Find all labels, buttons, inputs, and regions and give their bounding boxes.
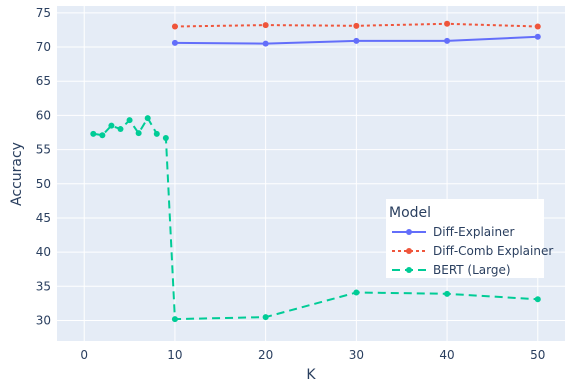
- x-tick-label: 20: [258, 348, 273, 362]
- series-2: [90, 115, 541, 323]
- data-point: [171, 316, 178, 323]
- y-tick-label: 30: [36, 313, 51, 327]
- data-point: [99, 132, 106, 139]
- data-point: [171, 23, 178, 30]
- legend-label: BERT (Large): [433, 263, 511, 277]
- data-point: [444, 37, 451, 44]
- data-point: [444, 290, 451, 297]
- data-point: [153, 130, 160, 137]
- data-point: [144, 115, 151, 122]
- y-axis-ticks: 30 35 40 45 50 55 60 65 70 75: [36, 6, 51, 328]
- data-point: [108, 122, 115, 129]
- legend-swatch-marker: [406, 229, 412, 235]
- data-point: [117, 126, 124, 133]
- y-tick-label: 65: [36, 74, 51, 88]
- data-point: [444, 20, 451, 27]
- series-lines: [90, 20, 541, 323]
- y-tick-label: 35: [36, 279, 51, 293]
- legend-swatch-marker: [406, 267, 412, 273]
- y-axis-title: Accuracy: [9, 142, 25, 206]
- legend-box: [386, 199, 544, 278]
- y-tick-label: 75: [36, 6, 51, 20]
- data-point: [534, 33, 541, 40]
- x-tick-label: 10: [167, 348, 182, 362]
- legend-label: Diff-Comb Explainer: [433, 244, 553, 258]
- y-tick-label: 60: [36, 108, 51, 122]
- data-point: [353, 22, 360, 29]
- legend-label: Diff-Explainer: [433, 225, 514, 239]
- legend: Model Diff-Explainer Diff-Comb Explainer B…: [386, 199, 553, 278]
- data-point: [171, 39, 178, 46]
- data-point: [534, 23, 541, 30]
- y-tick-label: 50: [36, 177, 51, 191]
- data-point: [90, 130, 97, 137]
- data-point: [534, 296, 541, 303]
- legend-item: Diff-Explainer: [392, 225, 514, 239]
- x-axis-ticks: 0 10 20 30 40 50: [80, 348, 545, 362]
- legend-swatch-marker: [406, 248, 412, 254]
- grid-lines: [57, 6, 565, 341]
- data-point: [353, 37, 360, 44]
- plot-background: [57, 6, 565, 341]
- x-axis-title: K: [306, 367, 316, 383]
- x-tick-label: 50: [530, 348, 545, 362]
- series-line: [93, 116, 538, 321]
- x-tick-label: 40: [439, 348, 454, 362]
- series-1: [171, 20, 541, 30]
- data-point: [135, 130, 142, 137]
- legend-items: Diff-Explainer Diff-Comb Explainer BERT (L…: [392, 225, 553, 277]
- y-tick-label: 45: [36, 211, 51, 225]
- x-tick-label: 0: [80, 348, 88, 362]
- data-point: [162, 134, 169, 141]
- legend-item: Diff-Comb Explainer: [392, 244, 553, 258]
- data-point: [126, 117, 133, 124]
- data-point: [353, 289, 360, 296]
- legend-item: BERT (Large): [392, 263, 511, 277]
- data-point: [262, 314, 269, 321]
- series-0: [171, 33, 541, 47]
- y-tick-label: 70: [36, 40, 51, 54]
- data-point: [262, 22, 269, 29]
- data-point: [262, 40, 269, 47]
- y-tick-label: 40: [36, 245, 51, 259]
- x-tick-label: 30: [349, 348, 364, 362]
- y-tick-label: 55: [36, 143, 51, 157]
- legend-title: Model: [389, 205, 431, 221]
